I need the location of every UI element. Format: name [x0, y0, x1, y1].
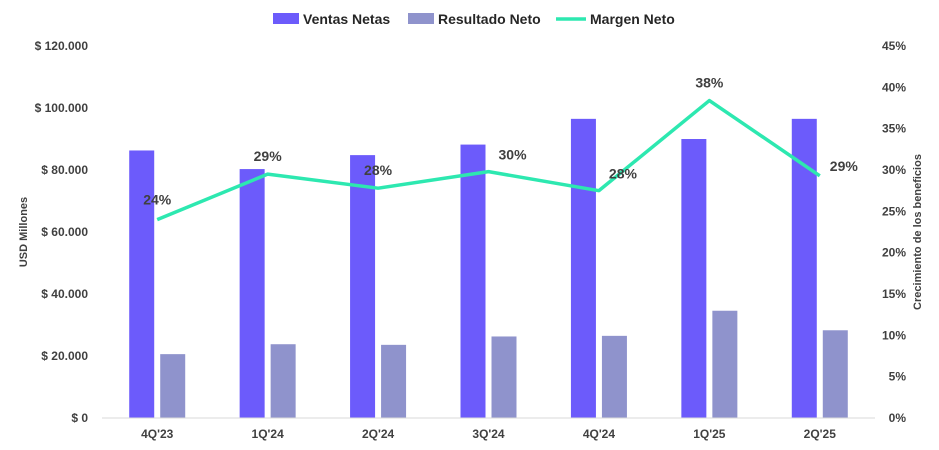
x-tick-label: 1Q'25	[693, 427, 726, 441]
bar-ventas-netas	[681, 139, 707, 418]
y-tick-label: $ 120.000	[35, 39, 89, 53]
data-label: 29%	[254, 148, 283, 164]
bar-ventas-netas	[460, 144, 486, 418]
bar-resultado-neto	[712, 310, 738, 418]
bar-ventas-netas	[239, 169, 265, 418]
legend-label: Margen Neto	[590, 11, 675, 27]
bar-resultado-neto	[601, 335, 627, 418]
bar-resultado-neto	[270, 344, 296, 418]
y2-tick-label: 45%	[882, 39, 906, 53]
y2-tick-label: 10%	[882, 328, 906, 342]
x-tick-label: 4Q'24	[583, 427, 616, 441]
bar-ventas-netas	[129, 150, 155, 418]
y2-tick-label: 5%	[889, 370, 907, 384]
bar-resultado-neto	[381, 344, 407, 418]
x-tick-label: 2Q'24	[362, 427, 395, 441]
y2-axis-title: Crecimiento de los beneficios	[912, 154, 924, 310]
y2-tick-label: 40%	[882, 80, 906, 94]
y-tick-label: $ 0	[71, 411, 88, 425]
legend-swatch	[273, 13, 299, 24]
bar-resultado-neto	[160, 354, 186, 418]
legend-swatch	[408, 13, 434, 24]
y-tick-label: $ 40.000	[41, 287, 88, 301]
y-tick-label: $ 60.000	[41, 225, 88, 239]
y2-tick-label: 20%	[882, 246, 906, 260]
y2-tick-label: 30%	[882, 163, 906, 177]
y-tick-label: $ 80.000	[41, 163, 88, 177]
x-tick-label: 2Q'25	[804, 427, 837, 441]
x-tick-label: 4Q'23	[141, 427, 174, 441]
data-label: 28%	[609, 166, 638, 182]
y2-tick-label: 35%	[882, 122, 906, 136]
y-tick-label: $ 100.000	[35, 101, 89, 115]
bar-ventas-netas	[570, 118, 596, 418]
bar-resultado-neto	[491, 336, 517, 418]
line-margen-neto	[156, 98, 821, 222]
data-label: 29%	[830, 158, 859, 174]
data-label: 38%	[695, 75, 724, 91]
y2-tick-label: 25%	[882, 204, 906, 218]
bar-ventas-netas	[791, 118, 817, 418]
data-label: 28%	[364, 162, 393, 178]
bar-ventas-netas	[350, 155, 376, 418]
legend-label: Ventas Netas	[303, 11, 390, 27]
y-axis-title: USD Millones	[18, 197, 30, 267]
data-label: 30%	[499, 147, 528, 163]
y2-tick-label: 0%	[889, 411, 907, 425]
data-label: 24%	[143, 192, 172, 208]
x-tick-label: 1Q'24	[252, 427, 285, 441]
y-tick-label: $ 20.000	[41, 349, 88, 363]
bar-resultado-neto	[822, 330, 848, 418]
y2-tick-label: 15%	[882, 287, 906, 301]
legend-label: Resultado Neto	[438, 11, 541, 27]
x-tick-label: 3Q'24	[472, 427, 505, 441]
